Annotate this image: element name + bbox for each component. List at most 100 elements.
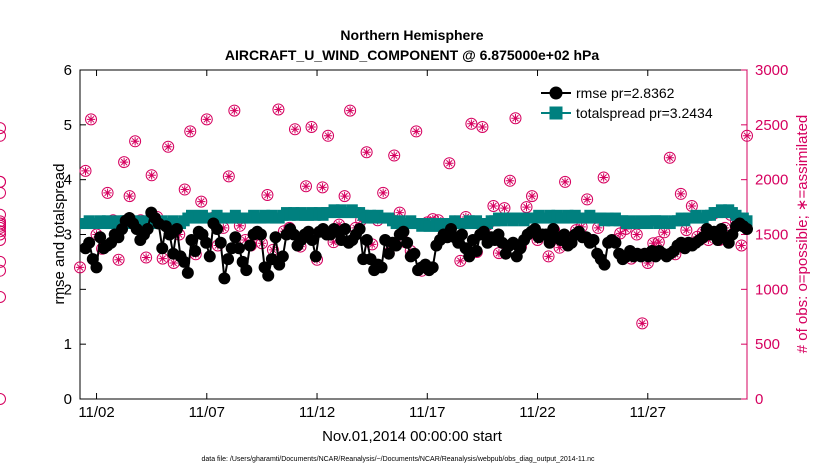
assimilated-obs-marker bbox=[390, 151, 399, 160]
possible-obs-marker bbox=[476, 121, 489, 134]
assimilated-obs-marker bbox=[445, 159, 454, 168]
rmse-marker bbox=[397, 225, 410, 238]
right-tick-label: 2500 bbox=[755, 117, 788, 134]
assimilated-obs-marker bbox=[682, 225, 691, 235]
possible-obs-marker bbox=[228, 104, 241, 117]
possible-obs-marker bbox=[305, 121, 318, 134]
assimilated-obs-marker bbox=[660, 228, 669, 237]
possible-obs-marker bbox=[410, 125, 423, 138]
assimilated-obs-marker bbox=[301, 182, 311, 191]
x-tick-label: 11/22 bbox=[519, 404, 555, 421]
rmse-marker bbox=[83, 236, 96, 249]
rmse-marker bbox=[170, 223, 183, 236]
legend: rmse pr=2.8362 totalspread pr=3.2434 bbox=[536, 80, 738, 124]
assimilated-obs-marker bbox=[224, 172, 234, 181]
possible-obs-marker bbox=[74, 261, 86, 274]
totalspread-marker bbox=[741, 215, 753, 227]
assimilated-obs-marker bbox=[412, 127, 421, 136]
possible-obs-marker bbox=[118, 156, 131, 169]
possible-obs-marker bbox=[443, 157, 456, 170]
legend-rmse-label: rmse pr=2.8362 bbox=[576, 85, 675, 101]
possible-obs-marker bbox=[0, 215, 6, 228]
assimilated-obs-marker bbox=[362, 148, 371, 157]
possible-obs-marker bbox=[741, 129, 753, 142]
x-tick-label: 11/12 bbox=[299, 404, 335, 421]
x-tick-label: 11/17 bbox=[409, 404, 445, 421]
possible-obs-marker bbox=[360, 146, 373, 159]
left-tick-label: 5 bbox=[64, 117, 72, 134]
assimilated-obs-marker bbox=[141, 253, 151, 262]
x-tick-label: 11/07 bbox=[189, 404, 225, 421]
right-tick-label: 1000 bbox=[755, 281, 788, 298]
rmse-marker bbox=[455, 228, 468, 241]
assimilated-obs-marker bbox=[202, 115, 211, 124]
possible-obs-marker bbox=[316, 181, 329, 194]
assimilated-obs-marker bbox=[81, 166, 90, 176]
assimilated-obs-marker bbox=[86, 115, 96, 124]
assimilated-obs-marker bbox=[345, 106, 355, 115]
assimilated-obs-marker bbox=[467, 119, 476, 128]
right-tick-label: 0 bbox=[755, 391, 763, 408]
possible-obs-marker bbox=[322, 129, 335, 142]
assimilated-obs-marker bbox=[378, 188, 388, 198]
possible-obs-marker bbox=[123, 190, 136, 203]
assimilated-obs-marker bbox=[158, 254, 167, 263]
legend-totalspread-marker bbox=[549, 106, 563, 120]
assimilated-obs-marker bbox=[489, 201, 498, 211]
right-tick-label: 1500 bbox=[755, 227, 788, 244]
possible-obs-marker bbox=[272, 103, 285, 116]
rmse-marker bbox=[262, 269, 275, 282]
rmse-marker bbox=[181, 266, 194, 279]
assimilated-obs-marker bbox=[147, 171, 156, 180]
rmse-marker bbox=[243, 239, 256, 252]
x-axis: 11/02 11/07 11/12 11/17 11/22 11/27 bbox=[78, 70, 666, 421]
possible-obs-marker bbox=[0, 393, 6, 405]
possible-obs-marker bbox=[377, 186, 390, 199]
rmse-marker bbox=[426, 261, 439, 274]
assimilated-obs-marker bbox=[119, 157, 129, 167]
assimilated-obs-marker bbox=[456, 256, 465, 266]
rmse-marker bbox=[470, 244, 483, 257]
possible-obs-marker bbox=[0, 228, 6, 241]
rmse-marker bbox=[390, 239, 403, 252]
assimilated-obs-marker bbox=[274, 105, 283, 114]
rmse-marker bbox=[218, 272, 231, 285]
rmse-marker bbox=[609, 236, 622, 249]
rmse-marker bbox=[741, 223, 753, 236]
assimilated-obs-marker bbox=[125, 191, 134, 201]
possible-obs-marker bbox=[0, 291, 6, 304]
rmse-marker bbox=[185, 233, 198, 246]
rmse-marker bbox=[360, 233, 373, 246]
rmse-marker bbox=[375, 261, 388, 274]
right-tick-label: 2000 bbox=[755, 172, 788, 189]
rmse-marker bbox=[306, 233, 319, 246]
assimilated-obs-marker bbox=[163, 142, 173, 151]
possible-obs-marker bbox=[79, 164, 92, 177]
assimilated-obs-marker bbox=[235, 221, 245, 230]
assimilated-obs-marker bbox=[114, 255, 123, 264]
rmse-marker bbox=[200, 236, 213, 249]
assimilated-obs-marker bbox=[180, 185, 189, 194]
rmse-marker bbox=[178, 255, 191, 268]
assimilated-obs-marker bbox=[665, 153, 675, 162]
assimilated-obs-marker bbox=[676, 189, 686, 199]
assimilated-obs-marker bbox=[318, 183, 327, 192]
assimilated-obs-marker bbox=[505, 176, 515, 185]
possible-obs-marker bbox=[0, 233, 6, 246]
possible-obs-marker bbox=[509, 112, 522, 125]
rmse-marker bbox=[353, 223, 366, 236]
possible-obs-marker bbox=[112, 253, 125, 266]
assimilated-obs-marker bbox=[219, 223, 228, 233]
assimilated-obs-marker bbox=[263, 190, 272, 200]
rmse-marker bbox=[309, 250, 322, 263]
assimilated-obs-marker bbox=[522, 202, 531, 212]
assimilated-obs-marker bbox=[616, 229, 625, 238]
possible-obs-marker bbox=[101, 186, 114, 199]
y-axis-label-right: # of obs: o=possible; ∗=assimilated bbox=[794, 115, 811, 354]
possible-obs-marker bbox=[338, 190, 351, 203]
assimilated-obs-marker bbox=[230, 106, 239, 115]
possible-obs-marker bbox=[0, 255, 6, 268]
right-tick-label: 3000 bbox=[755, 62, 788, 79]
assimilated-obs-marker bbox=[323, 131, 333, 140]
